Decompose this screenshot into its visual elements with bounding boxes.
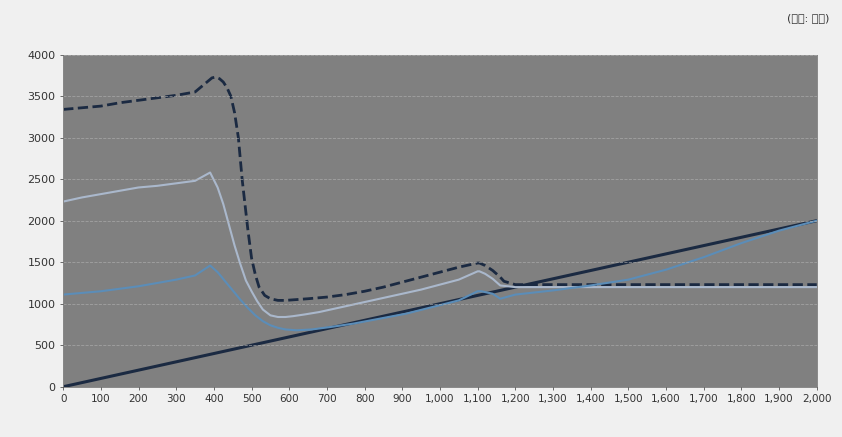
Text: (단위: 만원): (단위: 만원): [787, 13, 829, 23]
